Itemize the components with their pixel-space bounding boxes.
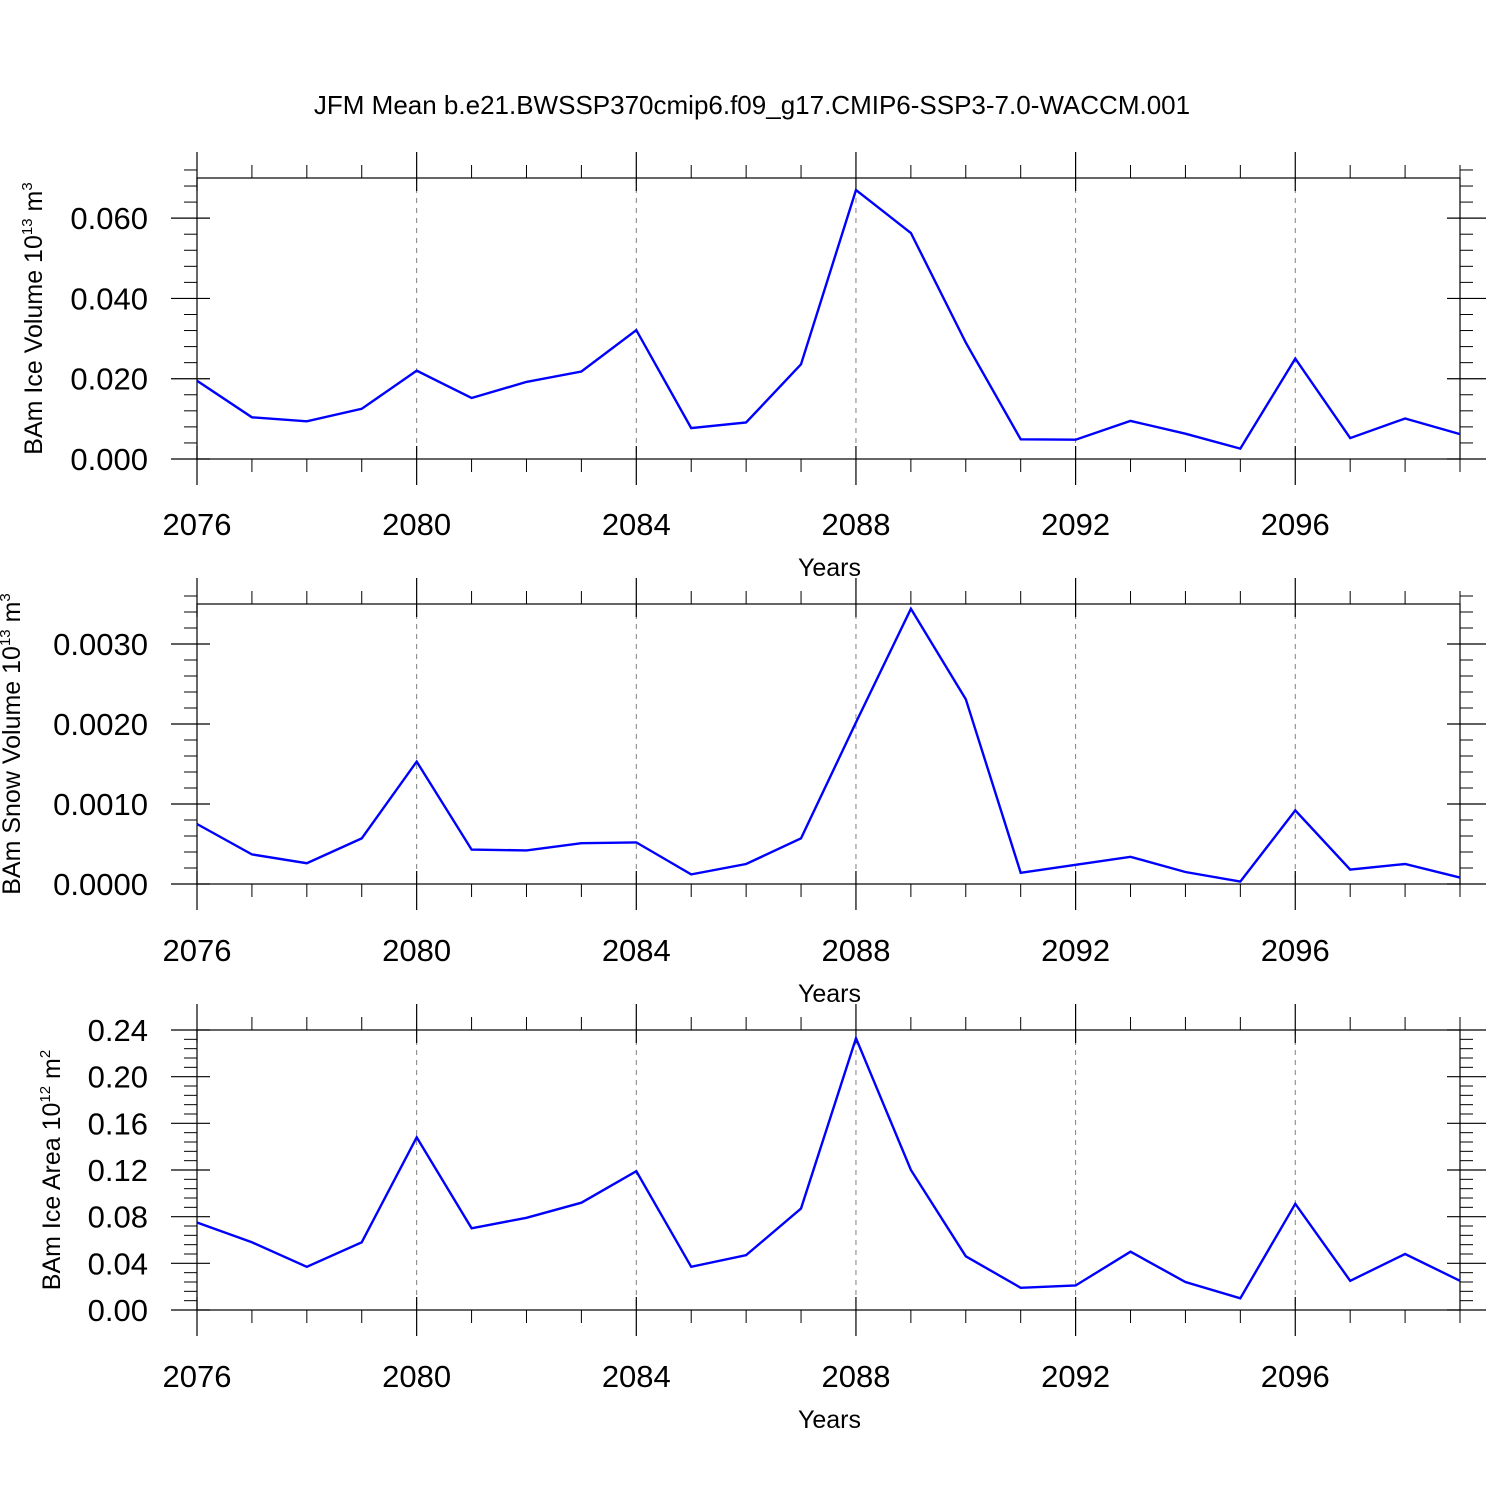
y-axis-title-part: m [38, 1058, 66, 1086]
y-axis-title-superscript: 3 [0, 593, 14, 601]
y-axis-title-part: BAm Ice Volume 10 [20, 235, 48, 455]
panels-container: 2076 2080 2084 2088 2092 2096 0.000 0.020 0.040 0… [0, 152, 1486, 1434]
x-tick-label: 2080 [382, 507, 451, 542]
y-axis-title-part: BAm Snow Volume 10 [0, 646, 26, 895]
panel-1: 2076 2080 2084 2088 2092 2096 0.000 0.020 0.040 0… [19, 152, 1486, 582]
x-tick-label: 2084 [602, 933, 671, 968]
x-tick-label: 2096 [1261, 507, 1330, 542]
y-tick-label: 0.20 [88, 1060, 148, 1095]
y-tick-label: 0.24 [88, 1013, 148, 1048]
series-line [196, 606, 1461, 883]
x-tick-label: 2092 [1041, 933, 1110, 968]
y-axis-title-part: m [0, 602, 26, 630]
y-tick-label: 0.0020 [53, 707, 148, 742]
x-axis-title: Years [798, 980, 861, 1008]
x-axis-title: Years [798, 1406, 861, 1434]
y-axis-title-superscript: 12 [37, 1086, 54, 1103]
x-tick-label: 2088 [821, 507, 890, 542]
y-axis-title-superscript: 3 [19, 182, 36, 190]
y-tick-label: 0.0000 [53, 867, 148, 902]
x-tick-label: 2088 [821, 1359, 890, 1394]
y-tick-label: 0.000 [70, 442, 148, 477]
y-tick-label: 0.16 [88, 1106, 148, 1141]
y-tick-label: 0.0030 [53, 627, 148, 662]
y-tick-label: 0.08 [88, 1200, 148, 1235]
y-axis-title: BAm Snow Volume 1013 m3 [0, 593, 26, 895]
y-tick-label: 0.00 [88, 1293, 148, 1328]
x-tick-label: 2088 [821, 933, 890, 968]
plot-frame [196, 177, 1461, 460]
y-axis-title-part: m [20, 191, 48, 219]
panel-3: 2076 2080 2084 2088 2092 2096 0.00 0.04 0.08 0.12… [37, 1004, 1486, 1434]
x-tick-label: 2080 [382, 933, 451, 968]
chart-title: JFM Mean b.e21.BWSSP370cmip6.f09_g17.CMI… [314, 90, 1190, 120]
series-line [196, 187, 1461, 450]
y-axis-title-superscript: 13 [0, 629, 14, 646]
y-tick-label: 0.040 [70, 281, 148, 316]
x-tick-label: 2096 [1261, 1359, 1330, 1394]
y-tick-label: 0.12 [88, 1153, 148, 1188]
y-axis-title-superscript: 13 [19, 218, 36, 235]
y-tick-label: 0.020 [70, 362, 148, 397]
x-axis-title: Years [798, 554, 861, 582]
x-tick-label: 2084 [602, 1359, 671, 1394]
x-tick-label: 2092 [1041, 507, 1110, 542]
y-tick-label: 0.060 [70, 201, 148, 236]
y-axis-title: BAm Ice Area 1012 m2 [37, 1050, 66, 1290]
x-tick-label: 2092 [1041, 1359, 1110, 1394]
y-axis-title: BAm Ice Volume 1013 m3 [19, 182, 48, 454]
x-tick-label: 2080 [382, 1359, 451, 1394]
y-tick-label: 0.04 [88, 1246, 148, 1281]
x-tick-label: 2084 [602, 507, 671, 542]
series-line [196, 1034, 1461, 1300]
x-tick-label: 2076 [163, 933, 232, 968]
x-tick-label: 2076 [163, 1359, 232, 1394]
x-tick-label: 2096 [1261, 933, 1330, 968]
y-tick-label: 0.0010 [53, 787, 148, 822]
y-axis-title-superscript: 2 [37, 1050, 54, 1058]
x-tick-label: 2076 [163, 507, 232, 542]
plot-frame [196, 1029, 1461, 1311]
y-axis-title-part: BAm Ice Area 10 [38, 1103, 66, 1291]
panel-2: 2076 2080 2084 2088 2092 2096 0.0000 0.0010 0.00… [0, 578, 1486, 1008]
plot-frame [196, 603, 1461, 885]
